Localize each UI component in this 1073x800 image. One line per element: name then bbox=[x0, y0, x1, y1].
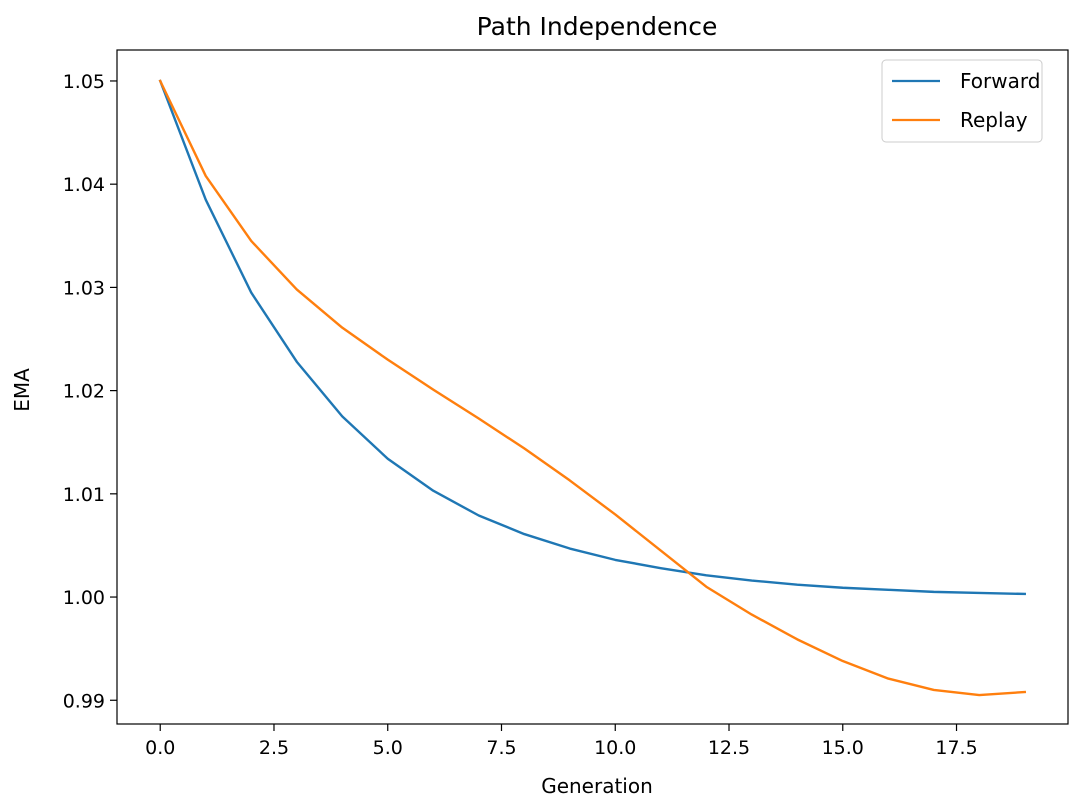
x-tick-label: 10.0 bbox=[594, 737, 636, 759]
y-tick-label: 1.04 bbox=[63, 174, 105, 196]
chart-title: Path Independence bbox=[477, 12, 718, 41]
series-line-forward bbox=[158, 79, 1026, 596]
x-tick-label: 2.5 bbox=[259, 737, 289, 759]
plot-frame bbox=[116, 49, 1069, 725]
x-tick-label: 7.5 bbox=[486, 737, 516, 759]
y-axis: 0.99 1.00 1.01 1.02 1.03 1.04 1.05 bbox=[63, 71, 117, 712]
x-tick-label: 5.0 bbox=[373, 737, 403, 759]
series-line-replay bbox=[158, 79, 1027, 697]
x-tick-label: 17.5 bbox=[935, 737, 977, 759]
y-tick-label: 1.00 bbox=[63, 587, 105, 609]
x-tick-label: 0.0 bbox=[145, 737, 175, 759]
x-tick-label: 12.5 bbox=[708, 737, 750, 759]
plot-area bbox=[158, 79, 1027, 697]
legend-label-replay: Replay bbox=[960, 108, 1028, 132]
y-tick-label: 1.05 bbox=[63, 71, 105, 93]
x-axis-label: Generation bbox=[541, 774, 653, 798]
legend-label-forward: Forward bbox=[960, 69, 1040, 93]
x-tick-label: 15.0 bbox=[822, 737, 864, 759]
y-tick-label: 1.01 bbox=[63, 484, 105, 506]
y-tick-label: 1.03 bbox=[63, 277, 105, 299]
y-tick-label: 1.02 bbox=[63, 381, 105, 403]
x-axis: 0.0 2.5 5.0 7.5 10.0 12.5 15.0 17.5 bbox=[145, 724, 978, 759]
y-axis-label: EMA bbox=[10, 368, 34, 412]
legend: Forward Replay bbox=[881, 59, 1043, 143]
y-tick-label: 0.99 bbox=[63, 690, 105, 712]
